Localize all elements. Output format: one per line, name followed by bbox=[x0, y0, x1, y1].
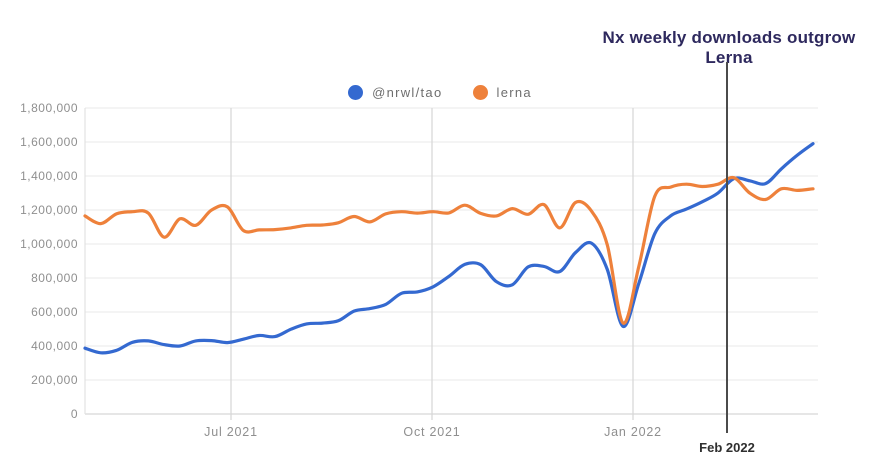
y-tick-label: 1,000,000 bbox=[20, 237, 78, 251]
x-tick-label: Jul 2021 bbox=[204, 425, 258, 439]
y-tick-label: 600,000 bbox=[31, 305, 78, 319]
annotation-label: Feb 2022 bbox=[699, 440, 755, 455]
y-tick-label: 1,600,000 bbox=[20, 135, 78, 149]
x-tick-label: Jan 2022 bbox=[604, 425, 662, 439]
series-dot-blue-icon bbox=[348, 85, 364, 100]
chart-legend: @nrwl/tao lerna bbox=[0, 85, 880, 100]
y-tick-label: 1,400,000 bbox=[20, 169, 78, 183]
y-tick-label: 200,000 bbox=[31, 373, 78, 387]
y-tick-label: 1,200,000 bbox=[20, 203, 78, 217]
series-line-lerna bbox=[83, 175, 815, 325]
legend-item-lerna: lerna bbox=[472, 85, 532, 100]
y-tick-label: 1,800,000 bbox=[20, 101, 78, 115]
legend-item-nrwl-tao: @nrwl/tao bbox=[348, 85, 442, 100]
series-dot-orange-icon bbox=[472, 85, 488, 100]
y-tick-label: 800,000 bbox=[31, 271, 78, 285]
legend-label-lerna: lerna bbox=[496, 85, 532, 100]
legend-label-nrwl-tao: @nrwl/tao bbox=[372, 85, 443, 100]
y-tick-label: 400,000 bbox=[31, 339, 78, 353]
y-tick-label: 0 bbox=[71, 407, 78, 421]
series-line-nrwl-tao bbox=[83, 142, 815, 355]
chart-title: Nx weekly downloads outgrow Lerna bbox=[602, 28, 856, 67]
x-tick-label: Oct 2021 bbox=[403, 425, 460, 439]
